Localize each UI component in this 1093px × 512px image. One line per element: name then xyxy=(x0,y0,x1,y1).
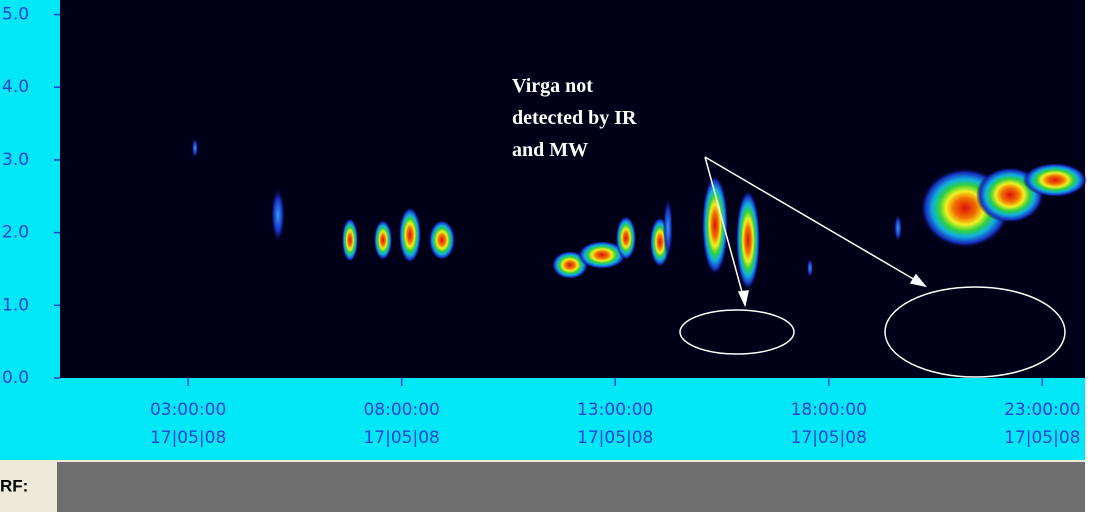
x-tick-date: 17|05|08 xyxy=(577,428,653,448)
x-tick-date: 17|05|08 xyxy=(363,428,439,448)
x-tick-date: 17|05|08 xyxy=(1004,428,1080,448)
y-tick-label: 2.0 xyxy=(2,223,29,243)
annotation xyxy=(679,156,1066,378)
annotation-text: and MW xyxy=(512,139,588,161)
panel-label: RF: xyxy=(0,476,28,495)
x-tick-date: 17|05|08 xyxy=(150,428,226,448)
y-tick-label: 4.0 xyxy=(2,77,29,97)
y-tick-label: 3.0 xyxy=(2,150,29,170)
annotation-text: detected by IR xyxy=(512,107,637,129)
x-tick-label: 13:00:00 xyxy=(577,400,653,420)
y-tick-label: 5.0 xyxy=(2,5,29,25)
y-tick-label: 0.0 xyxy=(2,368,29,388)
plot-area xyxy=(60,0,1085,378)
right-edge xyxy=(1085,0,1093,512)
rf-box xyxy=(57,462,1085,512)
x-tick-label: 23:00:00 xyxy=(1004,400,1080,420)
echoes xyxy=(192,138,1087,290)
x-tick-date: 17|05|08 xyxy=(791,428,867,448)
x-tick-label: 18:00:00 xyxy=(791,400,867,420)
x-tick-label: 03:00:00 xyxy=(150,400,226,420)
y-tick-label: 1.0 xyxy=(2,295,29,315)
x-tick-label: 08:00:00 xyxy=(363,400,439,420)
annotation-text: Virga not xyxy=(512,75,593,97)
